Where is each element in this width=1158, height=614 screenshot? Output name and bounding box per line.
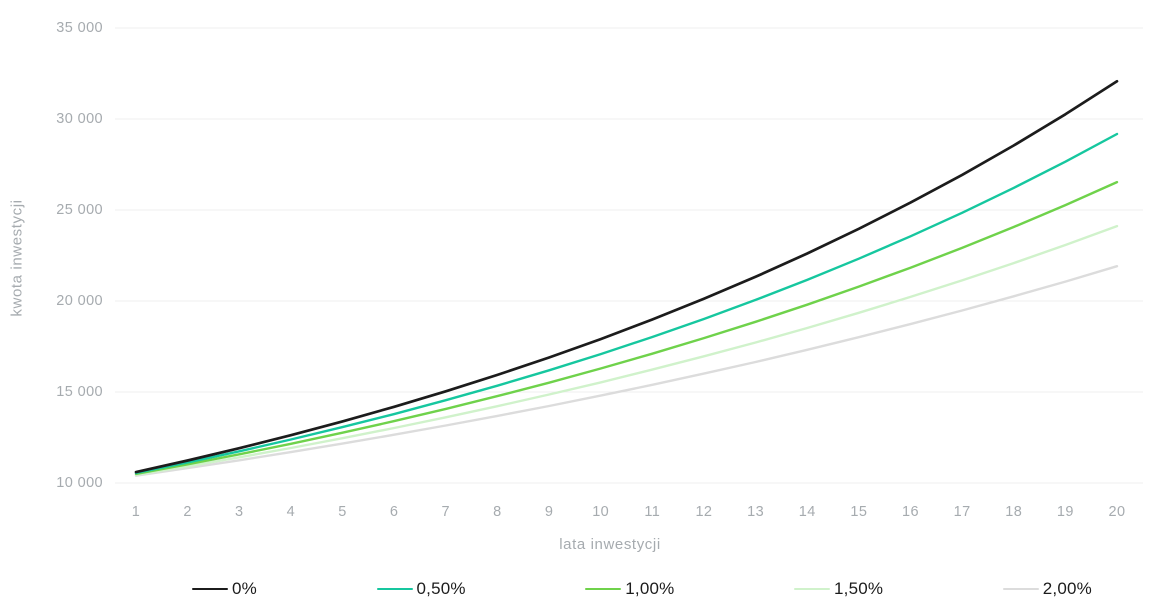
legend-label: 0% (232, 579, 257, 598)
legend-swatch (585, 587, 622, 591)
y-tick-label: 25 000 (56, 202, 103, 218)
legend-label: 2,00% (1042, 579, 1092, 598)
x-tick-label: 10 (592, 504, 610, 520)
y-tick-label: 15 000 (56, 384, 103, 400)
series-line-0% (134, 79, 1119, 474)
series-line-2,00% (134, 265, 1119, 477)
x-tick-label: 15 (850, 504, 868, 520)
y-tick-label: 35 000 (56, 20, 103, 36)
x-tick-label: 4 (286, 504, 296, 520)
y-tick-label: 30 000 (56, 111, 103, 127)
chart-legend: 0% 0,50% 1,00% 1,50% 2,00% (192, 579, 1092, 599)
legend-label: 0,50% (416, 579, 466, 598)
y-tick-label: 10 000 (56, 475, 103, 491)
x-tick-label: 20 (1108, 504, 1126, 520)
x-tick-label: 16 (902, 504, 919, 520)
series-line-0,50% (134, 132, 1119, 475)
legend-item-0,50%[interactable]: 0,50% (376, 579, 466, 599)
x-tick-label: 2 (183, 504, 192, 520)
x-tick-label: 12 (695, 504, 713, 520)
x-axis-title: lata inwestycji (559, 536, 661, 553)
legend-label: 1,50% (834, 579, 884, 598)
x-tick-label: 14 (798, 504, 816, 520)
x-tick-label: 13 (747, 504, 765, 520)
legend-label: 1,00% (625, 579, 675, 598)
legend-item-2,00%[interactable]: 2,00% (1002, 579, 1092, 599)
legend-swatch (794, 587, 831, 591)
x-tick-label: 18 (1005, 504, 1023, 520)
legend-swatch (192, 587, 228, 591)
x-tick-label: 11 (644, 504, 661, 520)
x-tick-label: 6 (389, 504, 399, 520)
legend-item-1,00%[interactable]: 1,00% (585, 579, 674, 599)
x-tick-label: 1 (131, 504, 141, 520)
x-tick-label: 5 (338, 504, 347, 520)
y-axis-title: kwota inwestycji (8, 199, 26, 317)
x-tick-label: 19 (1056, 504, 1074, 520)
legend-swatch (1002, 587, 1039, 591)
x-tick-label: 8 (493, 504, 502, 520)
legend-swatch (376, 587, 413, 591)
x-tick-label: 3 (235, 504, 244, 520)
x-tick-label: 7 (441, 504, 451, 520)
series-line-1,50% (134, 224, 1119, 476)
x-tick-label: 9 (544, 504, 554, 520)
series-line-1,00% (134, 180, 1119, 476)
y-tick-label: 20 000 (56, 293, 103, 309)
legend-item-0%[interactable]: 0% (192, 579, 257, 599)
x-tick-label: 17 (953, 504, 971, 520)
legend-item-1,50%[interactable]: 1,50% (794, 579, 883, 599)
